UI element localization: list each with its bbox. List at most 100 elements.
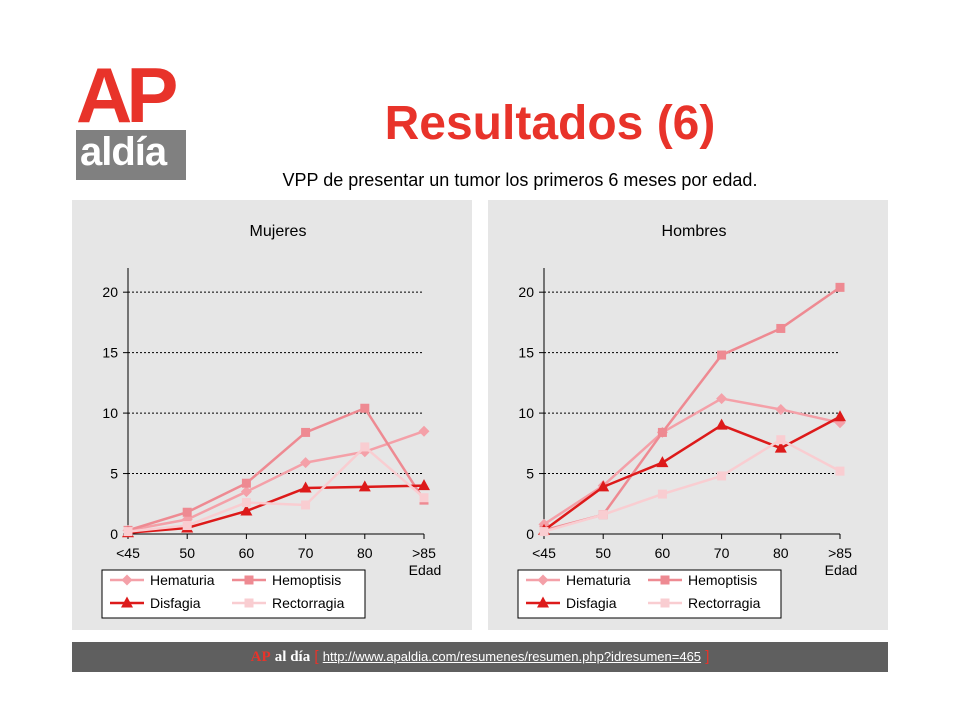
footer-bracket-open: [ <box>314 648 319 665</box>
legend-marker <box>537 596 549 608</box>
y-tick-label: 10 <box>518 405 534 421</box>
data-point-disfagia <box>715 418 728 430</box>
data-point-hemoptisis <box>360 403 370 413</box>
data-point-disfagia <box>418 479 430 491</box>
x-tick-label: <45 <box>532 545 556 561</box>
x-tick-label: 50 <box>179 545 195 561</box>
data-point-hematuria <box>418 425 430 437</box>
data-point-hemoptisis <box>182 507 192 517</box>
logo-aldia-text: aldía <box>80 130 167 174</box>
x-axis-label: Edad <box>409 562 442 578</box>
page-title: Resultados (6) <box>384 97 716 150</box>
data-point-disfagia <box>834 410 846 422</box>
footer-brand-ap: AP <box>250 649 271 665</box>
series-line-rectorragia <box>543 438 841 533</box>
x-tick-label: 70 <box>714 545 730 561</box>
data-point-hemoptisis <box>301 427 311 437</box>
legend-label: Rectorragia <box>688 595 761 611</box>
legend-marker <box>244 575 254 585</box>
y-tick-label: 10 <box>102 405 118 421</box>
data-point-rectorragia <box>123 527 133 537</box>
data-point-hemoptisis <box>717 350 727 360</box>
data-point-hematuria <box>240 486 252 498</box>
legend-marker <box>244 598 254 608</box>
y-tick-label: 15 <box>518 345 534 361</box>
legend-label: Hemoptisis <box>688 572 757 588</box>
legend-label: Hematuria <box>566 572 631 588</box>
x-tick-label: <45 <box>116 545 140 561</box>
series-line-hematuria <box>127 430 425 532</box>
data-point-hemoptisis <box>241 478 251 488</box>
logo-ap-text: AP <box>76 51 178 139</box>
chart-title: Mujeres <box>250 223 307 240</box>
legend-marker <box>121 574 133 586</box>
y-tick-label: 0 <box>526 526 534 542</box>
data-point-rectorragia <box>835 466 845 476</box>
footer-bracket-close: ] <box>705 648 710 665</box>
chart-title: Hombres <box>662 223 727 240</box>
data-point-disfagia <box>299 481 312 493</box>
legend-box <box>517 569 782 619</box>
data-point-hemoptisis <box>776 323 786 333</box>
x-tick-label: 70 <box>298 545 314 561</box>
series-line-hemoptisis <box>127 407 426 532</box>
data-point-disfagia <box>240 504 253 516</box>
page-subtitle: VPP de presentar un tumor los primeros 6… <box>282 170 758 190</box>
y-tick-label: 15 <box>102 345 118 361</box>
x-tick-label: 60 <box>655 545 671 561</box>
logo-gray-box <box>76 130 186 180</box>
x-axis-label: Edad <box>825 562 858 578</box>
data-point-disfagia <box>774 441 787 453</box>
data-point-rectorragia <box>717 471 727 481</box>
chart-panel-mujeres: Mujeres 0 5 10 15 20 <45 50 60 70 80 >85 Edad Hematur… <box>72 200 472 630</box>
data-point-rectorragia <box>776 435 786 445</box>
chart-panel-hombres: Hombres 0 5 10 15 20 <45 50 60 70 80 >85 Edad Hematur… <box>488 200 888 630</box>
data-point-rectorragia <box>598 510 608 520</box>
legend-label: Rectorragia <box>272 595 345 611</box>
x-tick-label: >85 <box>412 545 436 561</box>
legend-box <box>101 569 366 619</box>
legend-marker <box>537 574 549 586</box>
y-tick-label: 20 <box>518 284 534 300</box>
data-point-hemoptisis <box>657 427 667 437</box>
y-tick-label: 5 <box>110 466 118 482</box>
legend-marker <box>660 575 670 585</box>
data-point-disfagia <box>358 480 371 492</box>
data-point-hemoptisis <box>835 282 845 292</box>
x-tick-label: >85 <box>828 545 852 561</box>
data-point-rectorragia <box>301 500 311 510</box>
data-point-rectorragia <box>657 489 667 499</box>
legend-label: Hematuria <box>150 572 215 588</box>
data-point-rectorragia <box>539 527 549 537</box>
footer-brand-aldia: al día <box>274 649 311 665</box>
data-point-hematuria <box>300 457 312 469</box>
data-point-hematuria <box>716 393 728 405</box>
series-line-disfagia <box>127 484 425 535</box>
footer-bar: AP al día [ http://www.apaldia.com/resum… <box>72 642 888 672</box>
y-tick-label: 0 <box>110 526 118 542</box>
footer-url-link[interactable]: http://www.apaldia.com/resumenes/resumen… <box>322 649 702 664</box>
data-point-disfagia <box>597 480 610 492</box>
legend-label: Hemoptisis <box>272 572 341 588</box>
x-tick-label: 80 <box>357 545 373 561</box>
legend-label: Disfagia <box>150 595 201 611</box>
legend-label: Disfagia <box>566 595 617 611</box>
legend-marker <box>121 596 133 608</box>
y-tick-label: 5 <box>526 466 534 482</box>
apaldia-logo: AP aldía <box>72 56 188 182</box>
data-point-disfagia <box>656 456 669 468</box>
data-point-rectorragia <box>360 442 370 452</box>
x-tick-label: 60 <box>239 545 255 561</box>
data-point-rectorragia <box>182 521 192 531</box>
x-tick-label: 80 <box>773 545 789 561</box>
data-point-rectorragia <box>419 493 429 503</box>
legend-marker <box>660 598 670 608</box>
data-point-hematuria <box>359 446 371 458</box>
data-point-hematuria <box>775 403 787 415</box>
series-line-disfagia <box>543 415 841 532</box>
y-tick-label: 20 <box>102 284 118 300</box>
series-line-rectorragia <box>127 445 425 533</box>
x-tick-label: 50 <box>595 545 611 561</box>
